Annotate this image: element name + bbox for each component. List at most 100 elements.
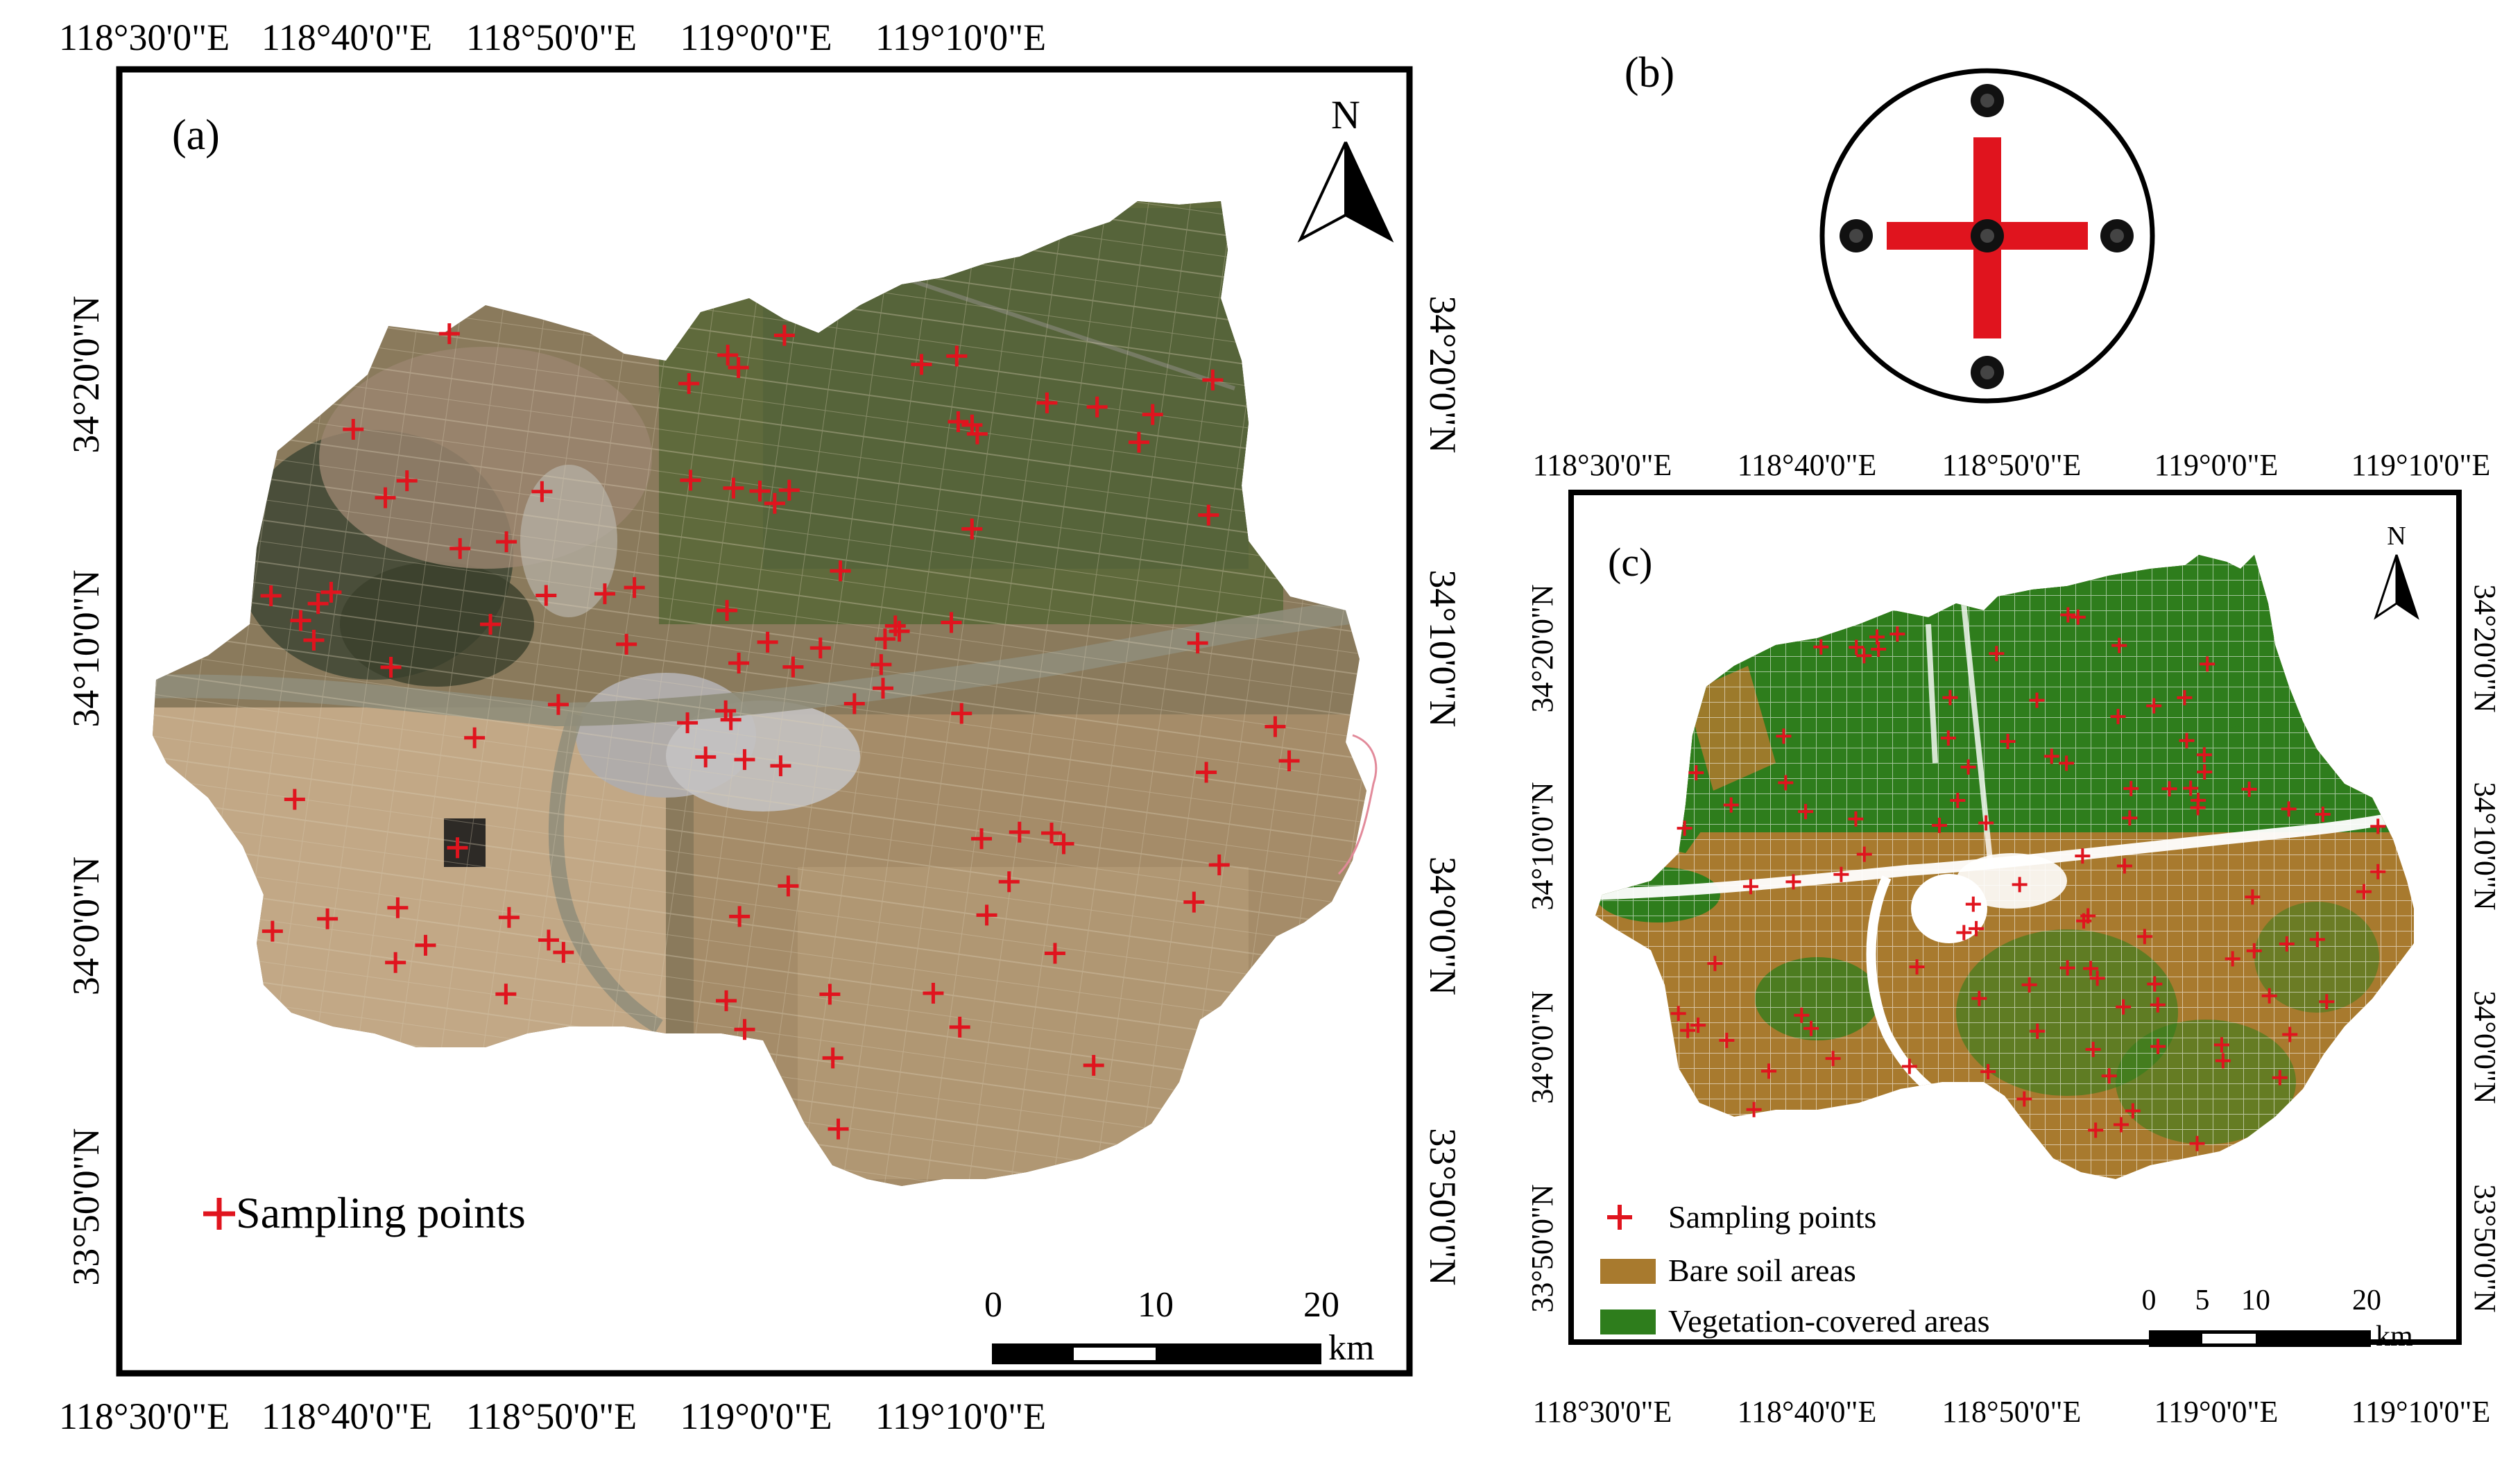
sampling-point-marker xyxy=(1869,629,1885,645)
panel-a-bottom-lon-label: 119°10'0"E xyxy=(875,1395,1046,1437)
sampling-point-marker xyxy=(2241,781,2257,797)
sampling-point-marker xyxy=(1742,879,1758,895)
sampling-point-marker xyxy=(262,920,283,942)
sampling-point-marker xyxy=(343,419,364,440)
sampling-point-marker xyxy=(553,942,574,963)
sampling-point-marker xyxy=(1009,821,1030,843)
sampling-point-marker xyxy=(1969,920,1985,936)
sampling-point-marker xyxy=(966,423,988,445)
sampling-point-marker xyxy=(946,345,968,367)
sampling-point-marker xyxy=(2059,755,2075,771)
panel-c-top-lon-label: 118°30'0"E xyxy=(1533,448,1672,482)
sampling-point-marker xyxy=(2356,884,2372,900)
sampling-point-marker xyxy=(678,373,700,395)
sampling-point-marker xyxy=(2315,806,2331,822)
sampling-point-marker xyxy=(1265,716,1286,737)
sampling-point-marker xyxy=(1778,775,1794,791)
sampling-point-marker xyxy=(830,560,851,582)
panel-a-label: (a) xyxy=(172,112,220,159)
sampling-point-marker xyxy=(717,345,739,366)
sampling-point-marker xyxy=(1128,431,1149,453)
sampling-point-marker xyxy=(757,631,778,653)
panel-c-scale-label-20: 20 xyxy=(2352,1285,2381,1316)
panel-c-legend-bare-label: Bare soil areas xyxy=(1668,1253,1856,1288)
sampling-point-marker xyxy=(1856,846,1872,862)
sampling-point-marker xyxy=(317,908,338,929)
sampling-point-marker xyxy=(449,538,471,559)
sampling-point-marker xyxy=(1940,730,1956,746)
sampling-point-marker xyxy=(2043,748,2059,764)
panel-a-boundary-line xyxy=(1337,734,1378,875)
panel-a-legend-label: Sampling points xyxy=(236,1188,526,1237)
panel-b-sampling-scheme: (b) xyxy=(1625,49,2155,404)
panel-a-left-lat-label: 34°10'0"N xyxy=(65,569,107,727)
panel-c-right-latitude-labels: 34°20'0"N 34°10'0"N 34°0'0"N 33°50'0"N xyxy=(2468,584,2502,1312)
sampling-point-marker xyxy=(380,656,402,678)
sampling-point-marker xyxy=(1723,797,1739,813)
sampling-point-marker xyxy=(1187,633,1208,654)
sampling-point-marker xyxy=(1803,1020,1819,1036)
sampling-point-marker xyxy=(2319,994,2335,1010)
sampling-point-marker xyxy=(396,470,418,492)
sampling-point-marker xyxy=(2000,734,2016,750)
panel-c-scale-label-0: 0 xyxy=(2142,1285,2157,1316)
sampling-point-marker xyxy=(998,871,1020,893)
sampling-point-marker xyxy=(1956,925,1972,941)
sampling-point-marker xyxy=(2070,609,2086,625)
sampling-point-marker xyxy=(1746,1101,1762,1117)
panel-c-bottom-lon-label: 118°50'0"E xyxy=(1942,1395,2082,1429)
panel-a-bottom-lon-label: 118°50'0"E xyxy=(466,1395,637,1437)
sampling-point-marker xyxy=(2083,961,2099,977)
sampling-point-marker xyxy=(729,906,751,927)
sampling-point-marker xyxy=(2075,848,2091,864)
sampling-point-marker xyxy=(385,952,406,973)
panel-c-right-lat-label: 34°0'0"N xyxy=(2468,990,2502,1103)
sampling-point-marker xyxy=(2246,943,2262,959)
sampling-point-marker xyxy=(531,481,553,502)
sampling-point-marker xyxy=(971,828,993,850)
sampling-point-marker xyxy=(941,612,962,633)
sampling-point-marker xyxy=(949,1016,970,1038)
panel-a-right-lat-label: 34°20'0"N xyxy=(1422,295,1464,453)
sampling-point-marker xyxy=(828,1118,849,1140)
sampling-point-marker xyxy=(1980,1064,1996,1080)
sampling-point-marker xyxy=(1053,833,1074,854)
sampling-point-marker xyxy=(1813,639,1829,655)
panel-a-scale-bar: 0 10 20 km xyxy=(984,1285,1374,1368)
sampling-point-marker xyxy=(1086,396,1108,418)
sampling-point-marker xyxy=(2309,931,2325,947)
panel-c-bottom-longitude-labels: 118°30'0"E 118°40'0"E 118°50'0"E 119°0'0"E 1… xyxy=(1533,1395,2491,1429)
panel-c-top-lon-label: 118°50'0"E xyxy=(1942,448,2082,482)
sampling-point-marker xyxy=(1785,874,1801,890)
sampling-point-marker xyxy=(734,1019,755,1040)
panel-c-left-lat-label: 34°0'0"N xyxy=(1525,990,1559,1103)
panel-a-left-latitude-labels: 34°20'0"N 34°10'0"N 34°0'0"N 33°50'0"N xyxy=(65,295,107,1285)
sampling-point-marker xyxy=(2279,936,2295,952)
panel-c-scale-label-5: 5 xyxy=(2195,1285,2210,1316)
sampling-point-marker xyxy=(734,749,755,771)
panel-c-scale-bar: 0 5 10 20 km xyxy=(2142,1285,2414,1352)
sampling-point-marker xyxy=(923,983,944,1004)
sampling-point-marker xyxy=(2085,1041,2101,1057)
panel-c-land-cover-map: 118°30'0"E 118°40'0"E 118°50'0"E 119°0'0"E 1… xyxy=(1525,448,2502,1429)
sampling-point-marker xyxy=(498,907,520,928)
panel-c-scale-label-10: 10 xyxy=(2241,1285,2270,1316)
sampling-point-marker xyxy=(2089,970,2105,986)
sampling-point-marker xyxy=(749,480,771,501)
sampling-point-marker xyxy=(809,637,831,659)
panel-c-legend-sampling-marker xyxy=(1607,1205,1632,1230)
sampling-point-marker xyxy=(495,984,517,1005)
panel-a-satellite-map: 118°30'0"E 118°40'0"E 118°50'0"E 119°0'0"E 1… xyxy=(59,17,1464,1437)
sampling-point-marker xyxy=(1833,866,1849,882)
panel-c-right-lat-label: 33°50'0"N xyxy=(2468,1184,2502,1312)
sampling-point-marker xyxy=(961,518,983,540)
sampling-point-marker xyxy=(1848,811,1864,827)
sampling-point-marker xyxy=(778,875,799,897)
sampling-point-marker xyxy=(723,477,744,499)
panel-a-left-lat-label: 34°0'0"N xyxy=(65,857,107,995)
sampling-point-marker xyxy=(871,654,892,676)
panel-a-scale-label-0: 0 xyxy=(984,1285,1002,1325)
sampling-point-marker xyxy=(1196,762,1217,783)
sampling-point-marker xyxy=(415,934,436,956)
panel-c-north-arrow: N xyxy=(2374,522,2419,620)
